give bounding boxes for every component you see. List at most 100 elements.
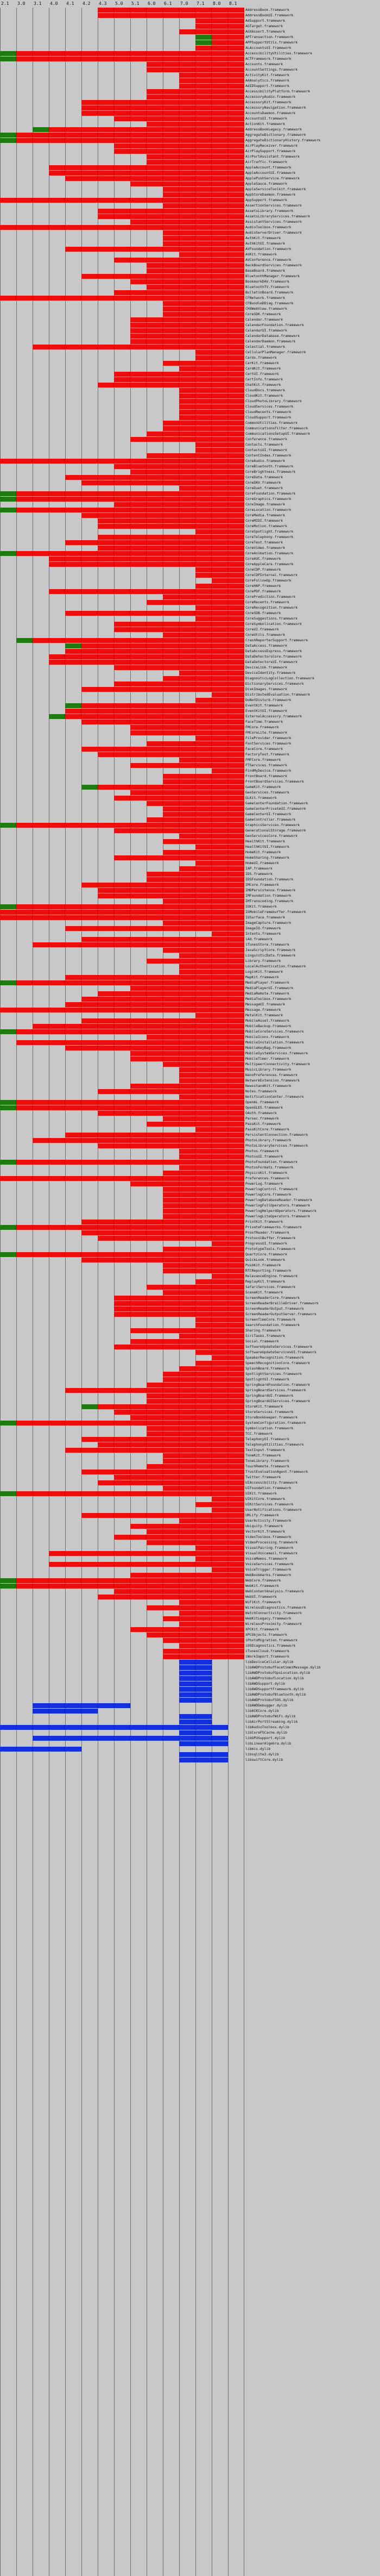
availability-cell bbox=[0, 1491, 16, 1496]
availability-cell bbox=[163, 1236, 179, 1241]
framework-row: libmis.dylib bbox=[0, 1747, 380, 1752]
availability-cell bbox=[98, 1578, 114, 1583]
availability-cell bbox=[147, 323, 163, 328]
availability-cell bbox=[179, 203, 195, 208]
availability-cell bbox=[179, 665, 195, 670]
availability-cell bbox=[65, 57, 81, 61]
availability-cell bbox=[49, 1100, 65, 1105]
framework-name: IDSFoundation.framework bbox=[245, 877, 294, 881]
availability-cell bbox=[163, 127, 179, 132]
availability-cell bbox=[130, 828, 147, 833]
availability-cell bbox=[228, 46, 244, 51]
availability-cell bbox=[163, 1529, 179, 1534]
framework-row: AirTraffic.framework bbox=[0, 160, 380, 165]
availability-cell bbox=[16, 915, 33, 920]
version-label: 4.0 bbox=[50, 1, 58, 6]
framework-row: MobileInstallation.framework bbox=[0, 1040, 380, 1045]
framework-row: ProgressUI.framework bbox=[0, 1241, 380, 1246]
availability-cell bbox=[179, 116, 195, 121]
availability-cell bbox=[212, 1078, 228, 1083]
availability-cell bbox=[212, 1122, 228, 1127]
framework-name: QuartzCore.framework bbox=[245, 1252, 287, 1256]
availability-cell bbox=[98, 888, 114, 893]
availability-cell bbox=[81, 497, 98, 502]
availability-cell bbox=[147, 888, 163, 893]
availability-cell bbox=[228, 855, 244, 860]
availability-cell bbox=[65, 649, 81, 654]
availability-cell bbox=[212, 518, 228, 523]
availability-cell bbox=[98, 138, 114, 143]
availability-cell bbox=[114, 1306, 130, 1311]
availability-cell bbox=[114, 491, 130, 496]
framework-row: WatchConnectivity.framework bbox=[0, 1611, 380, 1616]
availability-cell bbox=[130, 627, 147, 632]
framework-row: CoreSpotlight.framework bbox=[0, 529, 380, 534]
availability-cell bbox=[228, 850, 244, 855]
availability-cell bbox=[212, 567, 228, 572]
availability-cell bbox=[195, 806, 212, 811]
availability-cell bbox=[179, 1660, 195, 1665]
framework-name: PowerlogControl.framework bbox=[245, 1187, 298, 1191]
availability-cell bbox=[147, 942, 163, 947]
availability-cell bbox=[163, 1312, 179, 1317]
availability-cell bbox=[98, 480, 114, 485]
availability-cell bbox=[212, 1529, 228, 1534]
availability-cell bbox=[130, 551, 147, 556]
availability-cell bbox=[228, 518, 244, 523]
availability-cell bbox=[179, 1160, 195, 1165]
framework-row: SoftwareUpdateServices.framework bbox=[0, 1345, 380, 1349]
availability-cell bbox=[163, 1171, 179, 1176]
availability-cell bbox=[228, 1296, 244, 1300]
availability-cell bbox=[228, 51, 244, 56]
availability-cell bbox=[179, 1236, 195, 1241]
availability-cell bbox=[81, 1448, 98, 1453]
availability-cell bbox=[130, 470, 147, 474]
availability-cell bbox=[163, 828, 179, 833]
availability-cell bbox=[179, 334, 195, 339]
availability-cell bbox=[98, 518, 114, 523]
availability-cell bbox=[179, 1116, 195, 1121]
availability-cell bbox=[179, 1638, 195, 1643]
availability-cell bbox=[228, 1268, 244, 1273]
availability-cell bbox=[212, 1725, 228, 1730]
availability-cell bbox=[147, 160, 163, 165]
availability-cell bbox=[212, 1513, 228, 1518]
availability-cell bbox=[114, 1535, 130, 1540]
availability-cell bbox=[212, 1399, 228, 1404]
availability-cell bbox=[147, 1285, 163, 1290]
availability-cell bbox=[98, 703, 114, 708]
availability-cell bbox=[195, 122, 212, 127]
framework-row: LoginKit.framework bbox=[0, 970, 380, 974]
availability-cell bbox=[212, 796, 228, 801]
availability-cell bbox=[228, 595, 244, 599]
availability-cell bbox=[98, 165, 114, 170]
availability-cell bbox=[179, 980, 195, 985]
framework-name: PowerLog.framework bbox=[245, 1181, 283, 1186]
framework-row: CoreAudio.framework bbox=[0, 459, 380, 464]
availability-cell bbox=[212, 589, 228, 594]
availability-cell bbox=[147, 1122, 163, 1127]
availability-cell bbox=[212, 116, 228, 121]
framework-name: ScreenReaderCore.framework bbox=[245, 1296, 300, 1300]
availability-cell bbox=[212, 1578, 228, 1583]
availability-cell bbox=[130, 1595, 147, 1599]
framework-name: SpotlightUI.framework bbox=[245, 1377, 289, 1381]
availability-cell bbox=[228, 899, 244, 904]
availability-cell bbox=[0, 1421, 16, 1425]
framework-name: AdSupport.framework bbox=[245, 18, 286, 23]
availability-cell bbox=[114, 546, 130, 551]
availability-cell bbox=[130, 1584, 147, 1589]
availability-cell bbox=[147, 725, 163, 730]
availability-cell bbox=[195, 1714, 212, 1719]
framework-name: Social.framework bbox=[245, 1339, 279, 1343]
availability-cell bbox=[163, 203, 179, 208]
availability-cell bbox=[49, 1040, 65, 1045]
availability-cell bbox=[228, 410, 244, 415]
availability-cell bbox=[195, 290, 212, 295]
framework-row: CoreHAP.framework bbox=[0, 584, 380, 589]
availability-cell bbox=[179, 1736, 195, 1741]
availability-cell bbox=[179, 279, 195, 284]
framework-row: CoreUI.framework bbox=[0, 627, 380, 632]
availability-cell bbox=[81, 1470, 98, 1474]
availability-cell bbox=[195, 535, 212, 540]
